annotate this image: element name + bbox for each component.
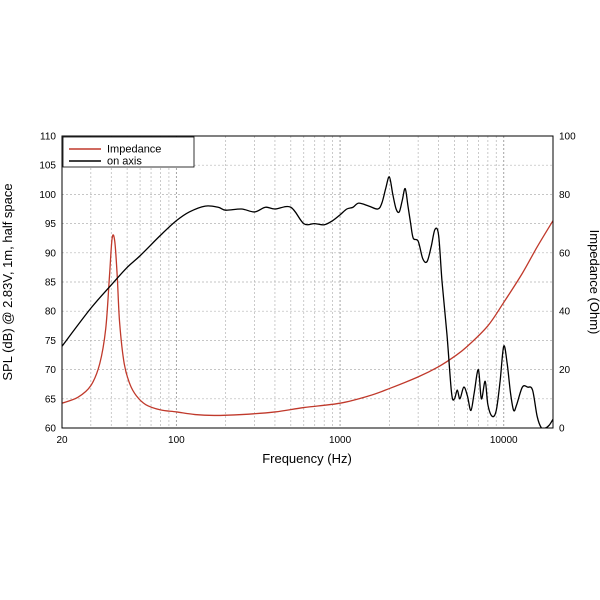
y2-tick-label: 100 <box>559 132 576 143</box>
y-tick-label: 75 <box>45 336 57 347</box>
x-tick-label: 10000 <box>490 435 518 446</box>
plot-frame <box>61 135 554 429</box>
y2-tick-label: 60 <box>559 248 571 259</box>
y2-tick-label: 80 <box>559 190 571 201</box>
legend-label-on-axis: on axis <box>107 156 142 168</box>
x-tick-label: 100 <box>168 435 185 446</box>
y-tick-label: 100 <box>39 190 56 201</box>
y2-tick-label: 0 <box>559 424 565 435</box>
right-axis-ticks: 0 20 40 60 80 100 <box>559 132 576 435</box>
y2-tick-label: 20 <box>559 365 571 376</box>
legend-label-impedance: Impedance <box>107 144 161 156</box>
y-tick-label: 110 <box>40 132 56 143</box>
x-tick-label: 1000 <box>329 435 352 446</box>
x-tick-label: 20 <box>56 435 68 446</box>
legend: Impedance on axis <box>62 136 195 168</box>
y-tick-label: 105 <box>39 161 56 172</box>
series-layer <box>62 176 553 428</box>
legend-box <box>62 136 195 168</box>
left-axis-ticks: 60 65 70 75 80 85 90 95 100 105 110 <box>39 132 56 435</box>
y-tick-label: 90 <box>45 248 57 259</box>
y-tick-label: 95 <box>45 219 57 230</box>
y-tick-label: 60 <box>45 424 57 435</box>
series-line-on-axis <box>62 176 553 428</box>
y-tick-label: 85 <box>45 278 57 289</box>
series-line-impedance <box>62 220 553 417</box>
y2-axis-title: Impedance (Ohm) <box>587 230 600 335</box>
y-axis-title: SPL (dB) @ 2.83V, 1m, half space <box>0 183 15 380</box>
bottom-axis-ticks: 20 100 1000 10000 <box>56 435 518 446</box>
y2-tick-label: 40 <box>559 307 571 318</box>
x-axis-title: Frequency (Hz) <box>262 451 352 466</box>
y-tick-label: 80 <box>45 307 57 318</box>
y-tick-label: 65 <box>45 394 57 405</box>
grid-lines <box>62 136 553 428</box>
y-tick-label: 70 <box>45 365 57 376</box>
